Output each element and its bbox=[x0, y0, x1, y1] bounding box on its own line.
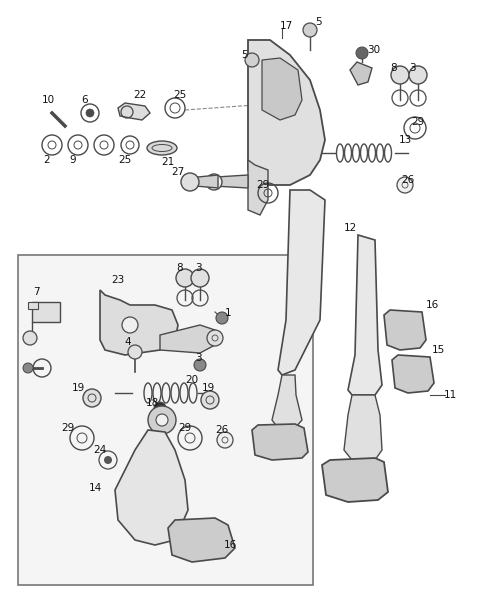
Polygon shape bbox=[392, 355, 434, 393]
Polygon shape bbox=[384, 310, 426, 350]
Text: 30: 30 bbox=[367, 45, 381, 55]
Text: 13: 13 bbox=[398, 135, 412, 145]
Text: 26: 26 bbox=[401, 175, 415, 185]
Text: 29: 29 bbox=[256, 180, 270, 190]
Text: 29: 29 bbox=[411, 117, 425, 127]
Polygon shape bbox=[168, 518, 235, 562]
Text: 25: 25 bbox=[173, 90, 187, 100]
Circle shape bbox=[397, 177, 413, 193]
Circle shape bbox=[207, 330, 223, 346]
Text: 23: 23 bbox=[111, 275, 125, 285]
Text: 21: 21 bbox=[161, 157, 175, 167]
Text: 2: 2 bbox=[44, 155, 50, 165]
Circle shape bbox=[201, 391, 219, 409]
Polygon shape bbox=[278, 190, 325, 375]
Text: 25: 25 bbox=[119, 155, 132, 165]
Polygon shape bbox=[115, 430, 188, 545]
Circle shape bbox=[83, 389, 101, 407]
Bar bbox=[28, 302, 38, 309]
Polygon shape bbox=[248, 40, 325, 185]
Circle shape bbox=[181, 173, 199, 191]
Circle shape bbox=[191, 269, 209, 287]
Text: 15: 15 bbox=[432, 345, 444, 355]
Text: 3: 3 bbox=[408, 63, 415, 73]
Text: 16: 16 bbox=[223, 540, 237, 550]
Text: 17: 17 bbox=[279, 21, 293, 31]
Circle shape bbox=[206, 174, 222, 190]
Circle shape bbox=[217, 432, 233, 448]
Polygon shape bbox=[118, 103, 150, 120]
Text: 9: 9 bbox=[70, 155, 76, 165]
Circle shape bbox=[216, 312, 228, 324]
Text: 16: 16 bbox=[425, 300, 439, 310]
Circle shape bbox=[211, 179, 217, 185]
Text: 4: 4 bbox=[125, 337, 132, 347]
Text: 29: 29 bbox=[179, 423, 192, 433]
Text: 19: 19 bbox=[72, 383, 84, 393]
Polygon shape bbox=[100, 290, 178, 355]
Text: 8: 8 bbox=[177, 263, 183, 273]
Polygon shape bbox=[248, 160, 268, 215]
Text: 5: 5 bbox=[240, 50, 247, 60]
Circle shape bbox=[156, 414, 168, 426]
Text: 10: 10 bbox=[41, 95, 55, 105]
Polygon shape bbox=[272, 375, 302, 428]
Bar bbox=[18, 255, 313, 585]
Circle shape bbox=[86, 109, 94, 117]
Polygon shape bbox=[252, 424, 308, 460]
Circle shape bbox=[245, 53, 259, 67]
Text: 3: 3 bbox=[195, 263, 201, 273]
Polygon shape bbox=[196, 175, 248, 188]
Text: 8: 8 bbox=[391, 63, 397, 73]
Circle shape bbox=[194, 359, 206, 371]
Text: 14: 14 bbox=[88, 483, 102, 493]
Text: 11: 11 bbox=[444, 390, 456, 400]
Text: 26: 26 bbox=[216, 425, 228, 435]
Text: 29: 29 bbox=[61, 423, 74, 433]
Polygon shape bbox=[262, 58, 302, 120]
Text: 19: 19 bbox=[202, 383, 215, 393]
Circle shape bbox=[303, 23, 317, 37]
Text: 1: 1 bbox=[225, 308, 231, 318]
Polygon shape bbox=[160, 325, 215, 353]
Circle shape bbox=[176, 269, 194, 287]
Polygon shape bbox=[348, 235, 382, 395]
Text: 22: 22 bbox=[133, 90, 146, 100]
Text: 6: 6 bbox=[82, 95, 88, 105]
Text: 24: 24 bbox=[94, 445, 107, 455]
Text: 12: 12 bbox=[343, 223, 357, 233]
Circle shape bbox=[154, 402, 166, 414]
Text: 3: 3 bbox=[195, 353, 201, 363]
Circle shape bbox=[128, 345, 142, 359]
Circle shape bbox=[391, 66, 409, 84]
Circle shape bbox=[356, 47, 368, 59]
Text: 20: 20 bbox=[185, 375, 199, 385]
Polygon shape bbox=[344, 395, 382, 460]
Text: 5: 5 bbox=[315, 17, 321, 27]
Polygon shape bbox=[322, 458, 388, 502]
Text: 7: 7 bbox=[33, 287, 39, 297]
Polygon shape bbox=[350, 62, 372, 85]
Text: 27: 27 bbox=[171, 167, 185, 177]
Circle shape bbox=[148, 406, 176, 434]
Bar bbox=[32, 302, 60, 322]
Circle shape bbox=[122, 317, 138, 333]
Text: 18: 18 bbox=[145, 398, 158, 408]
Circle shape bbox=[104, 456, 112, 464]
Circle shape bbox=[23, 363, 33, 373]
Polygon shape bbox=[184, 175, 218, 188]
Circle shape bbox=[23, 331, 37, 345]
Ellipse shape bbox=[147, 141, 177, 155]
Circle shape bbox=[409, 66, 427, 84]
